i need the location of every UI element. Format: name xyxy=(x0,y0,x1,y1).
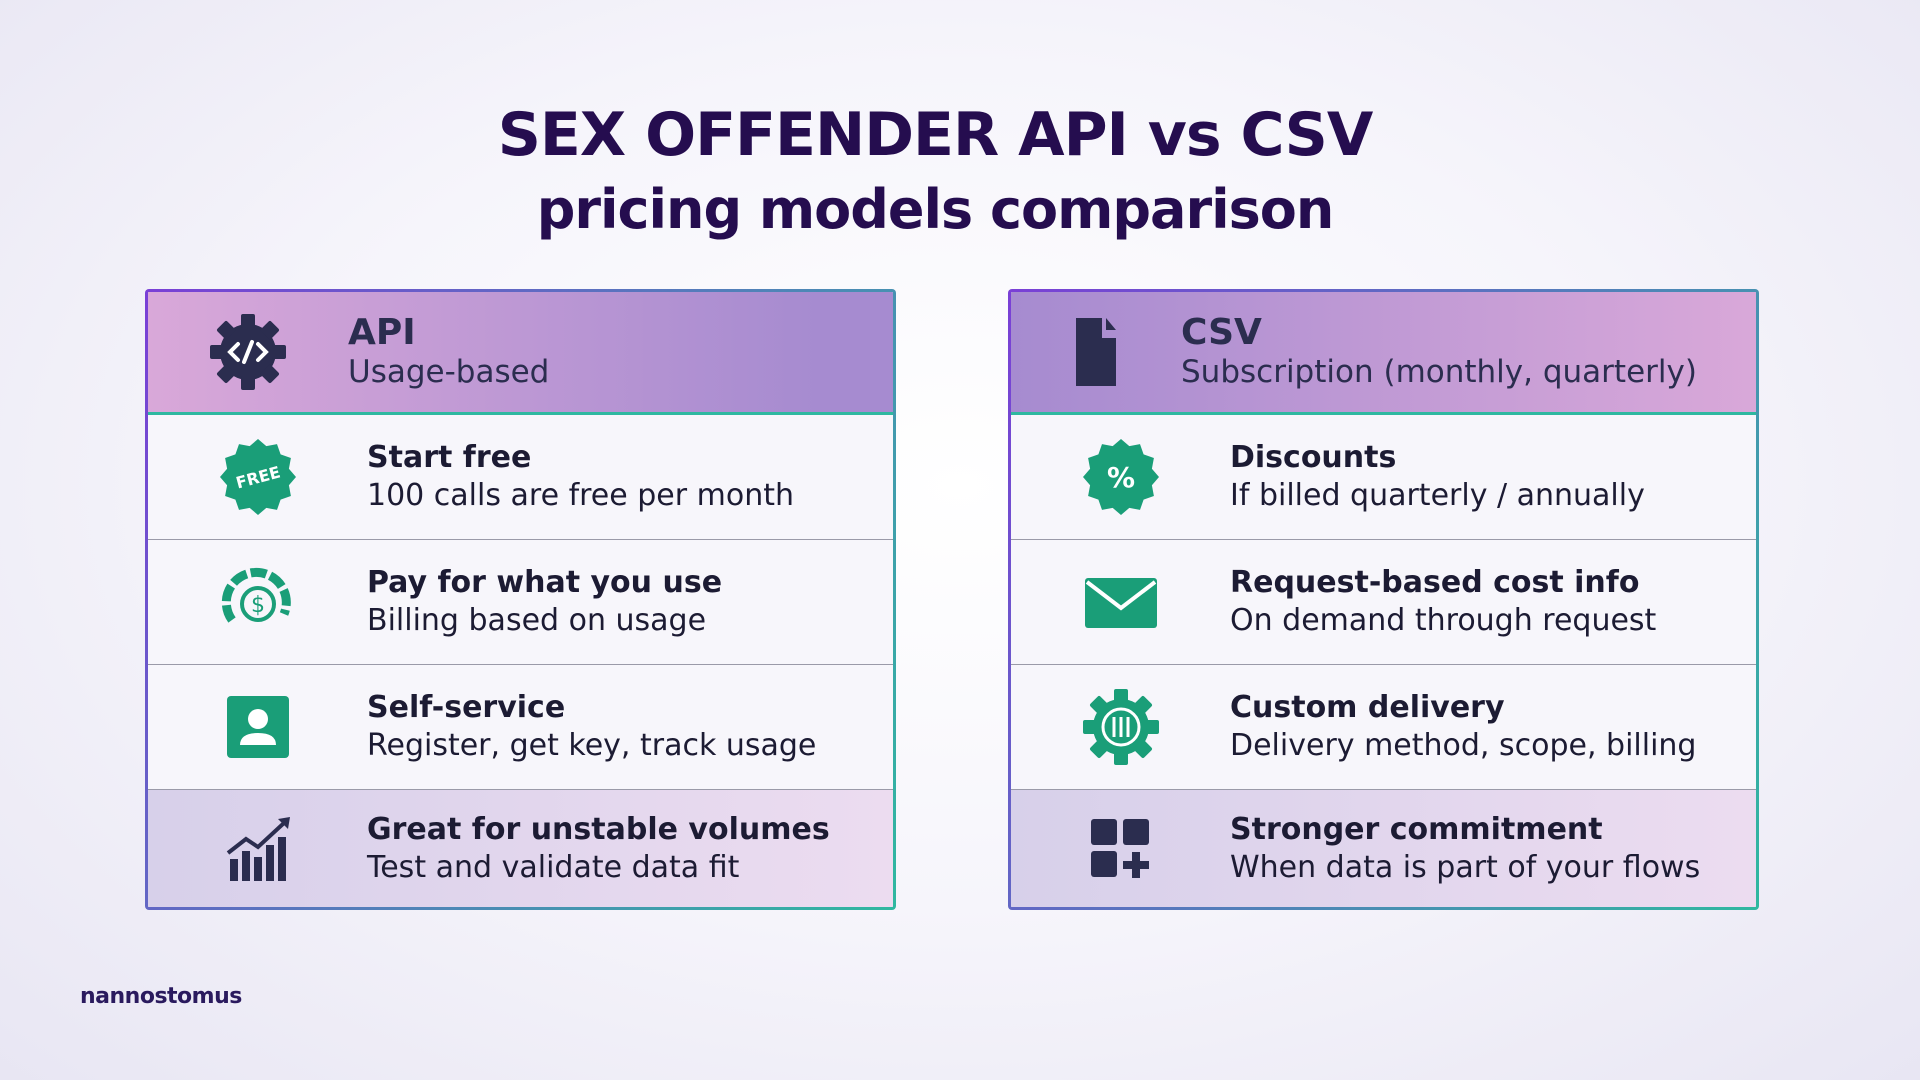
row-text: On demand through request xyxy=(1230,603,1657,638)
feature-row: Custom delivery Delivery method, scope, … xyxy=(1011,665,1756,790)
row-text: 100 calls are free per month xyxy=(367,478,794,513)
row-title: Self-service xyxy=(367,690,566,725)
card-subtitle: Usage-based xyxy=(348,354,550,390)
gear-code-icon xyxy=(210,314,286,390)
feature-row: $ Pay for what you use Billing based on … xyxy=(148,540,893,665)
title: SEX OFFENDER API vs CSV xyxy=(497,100,1374,170)
profile-icon xyxy=(226,696,289,758)
row-title: Pay for what you use xyxy=(367,565,723,600)
feature-row: FREE Start free 100 calls are free per m… xyxy=(148,415,893,540)
feature-row: Self-service Register, get key, track us… xyxy=(148,665,893,790)
settings-gear-icon xyxy=(1082,689,1159,765)
icon-text: % xyxy=(1106,461,1134,494)
card-title: API xyxy=(348,312,416,353)
free-icon: FREE xyxy=(219,439,296,515)
row-title: Custom delivery xyxy=(1230,690,1505,725)
feature-row: Great for unstable volumes Test and vali… xyxy=(148,790,893,907)
row-title: Request-based cost info xyxy=(1230,565,1640,600)
row-text: Register, get key, track usage xyxy=(367,728,817,763)
row-title: Great for unstable volumes xyxy=(367,812,830,847)
feature-row: Stronger commitment When data is part of… xyxy=(1011,790,1756,907)
row-text: Test and validate data fit xyxy=(367,850,740,885)
row-title: Discounts xyxy=(1230,440,1397,475)
row-title: Stronger commitment xyxy=(1230,812,1603,847)
feature-row: % Discounts If billed quarterly / annual… xyxy=(1011,415,1756,540)
row-text: When data is part of your flows xyxy=(1230,850,1701,885)
brand: nannostomus xyxy=(80,984,242,1009)
discount-icon: % xyxy=(1082,439,1159,515)
growth-chart-icon xyxy=(226,817,290,881)
icon-text: $ xyxy=(251,593,265,618)
card-header: API Usage-based xyxy=(148,292,893,415)
card-subtitle: Subscription (monthly, quarterly) xyxy=(1181,354,1697,390)
add-widget-icon xyxy=(1090,819,1149,878)
document-icon xyxy=(1076,318,1116,386)
row-text: If billed quarterly / annually xyxy=(1230,478,1645,513)
row-text: Delivery method, scope, billing xyxy=(1230,728,1697,763)
api-card: API Usage-based FREE Start free 100 call… xyxy=(145,289,896,910)
feature-row: Request-based cost info On demand throug… xyxy=(1011,540,1756,665)
subtitle: pricing models comparison xyxy=(536,178,1335,241)
csv-card: CSV Subscription (monthly, quarterly) % … xyxy=(1008,289,1759,910)
row-title: Start free xyxy=(367,440,532,475)
envelope-icon xyxy=(1084,578,1157,628)
row-text: Billing based on usage xyxy=(367,603,707,638)
dollar-gauge-icon: $ xyxy=(221,567,291,623)
card-title: CSV xyxy=(1181,312,1262,353)
card-header: CSV Subscription (monthly, quarterly) xyxy=(1011,292,1756,415)
